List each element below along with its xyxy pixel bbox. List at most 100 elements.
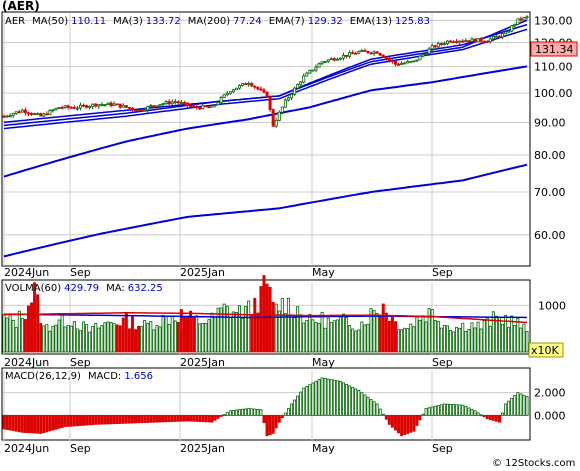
volume-bar	[473, 327, 477, 353]
macd-bar	[195, 414, 199, 422]
macd-bar	[115, 414, 119, 425]
volume-bar	[134, 329, 138, 353]
candle-body	[256, 86, 260, 90]
candle-body	[262, 89, 266, 93]
volume-bar	[421, 315, 425, 353]
macd-bar	[283, 412, 287, 416]
candle-body	[103, 104, 107, 106]
candle-body	[195, 106, 199, 108]
macd-bar	[497, 414, 501, 423]
candle-body	[326, 59, 330, 62]
macd-bar	[372, 401, 376, 416]
candle-body	[467, 40, 471, 42]
macd-bar	[332, 379, 336, 416]
volume-bar	[54, 324, 58, 353]
volume-bar	[467, 328, 471, 353]
macd-bar	[314, 380, 318, 416]
candle-body	[54, 107, 58, 111]
macd-bar	[504, 403, 508, 416]
candle-body	[400, 63, 404, 65]
macd-bar	[75, 414, 79, 427]
volume-bar	[204, 323, 208, 353]
volume-bar	[283, 313, 287, 353]
macd-bar	[400, 414, 404, 437]
volume-bar	[458, 328, 462, 353]
macd-bar	[112, 414, 116, 425]
candle-body	[348, 52, 352, 57]
volume-bar	[510, 315, 514, 353]
volume-bar	[176, 322, 180, 353]
volume-bar	[516, 318, 520, 353]
macd-bar	[412, 414, 416, 432]
macd-bar	[179, 414, 183, 422]
candle-body	[286, 97, 290, 101]
macd-bar	[158, 414, 162, 423]
volume-bar	[366, 323, 370, 353]
candle-body	[94, 103, 98, 107]
ema13-line	[3, 28, 528, 130]
legend-value: 429.79	[64, 283, 99, 294]
volume-bar	[293, 317, 297, 353]
price-grid	[3, 14, 529, 266]
macd-bar	[137, 414, 141, 424]
legend-label: EMA(13)	[350, 16, 392, 27]
macd-bar	[525, 396, 529, 416]
volume-unit-label: x10K	[531, 344, 560, 357]
macd-bar	[467, 407, 471, 416]
macd-bar	[326, 378, 330, 416]
volume-bar	[2, 314, 6, 353]
candle-body	[497, 35, 501, 38]
volume-bar	[308, 313, 312, 353]
macd-bar	[155, 414, 159, 423]
macd-bar	[259, 409, 263, 416]
macd-bar	[433, 405, 437, 416]
candle-body	[121, 105, 125, 108]
candle-body	[173, 101, 177, 104]
macd-bar	[464, 406, 468, 416]
volume-bar	[418, 319, 422, 353]
candle-body	[26, 112, 30, 115]
legend-label: MA(50)	[32, 16, 68, 27]
last-price-tag	[530, 41, 578, 57]
candle-body	[164, 101, 168, 105]
volume-panel-frame	[1, 279, 531, 355]
volume-bar	[491, 311, 495, 353]
volume-bar	[400, 329, 404, 353]
volume-bar	[378, 314, 382, 353]
macd-bar	[265, 414, 269, 437]
macd-bar	[250, 408, 254, 416]
macd-bar	[381, 413, 385, 416]
candle-body	[8, 115, 12, 118]
macd-bar	[69, 414, 73, 427]
macd-bar	[5, 414, 9, 430]
volume-bar	[519, 327, 523, 353]
volume-bar	[363, 324, 367, 353]
macd-bar	[280, 414, 284, 419]
macd-bar	[198, 414, 202, 422]
macd-bar	[403, 414, 407, 436]
candle-body	[268, 96, 272, 110]
candle-body	[97, 104, 101, 107]
volume-bar	[45, 324, 49, 353]
candle-body	[253, 85, 257, 88]
macd-bar	[72, 414, 76, 427]
y-tick-label: 2.000	[534, 387, 566, 400]
volume-bar	[452, 331, 456, 353]
volume-legend: VOLMA(60) 429.79 MA: 632.25	[5, 283, 163, 294]
candle-body	[308, 70, 312, 74]
volume-bar	[216, 307, 220, 353]
macd-bar	[143, 414, 147, 423]
macd-bar	[124, 414, 128, 424]
x-tick-label: 2025Jan	[180, 266, 225, 279]
volume-bar	[393, 321, 397, 353]
volume-bar	[48, 330, 52, 353]
candle-body	[100, 104, 104, 106]
candle-body	[473, 38, 477, 43]
candle-body	[302, 75, 306, 83]
legend-label: MA(200)	[188, 16, 230, 27]
candle-body	[57, 107, 61, 109]
volume-bar	[384, 312, 388, 353]
volume-bar	[332, 320, 336, 353]
volume-bar	[228, 316, 232, 353]
legend-label: VOLMA(60)	[5, 283, 61, 294]
